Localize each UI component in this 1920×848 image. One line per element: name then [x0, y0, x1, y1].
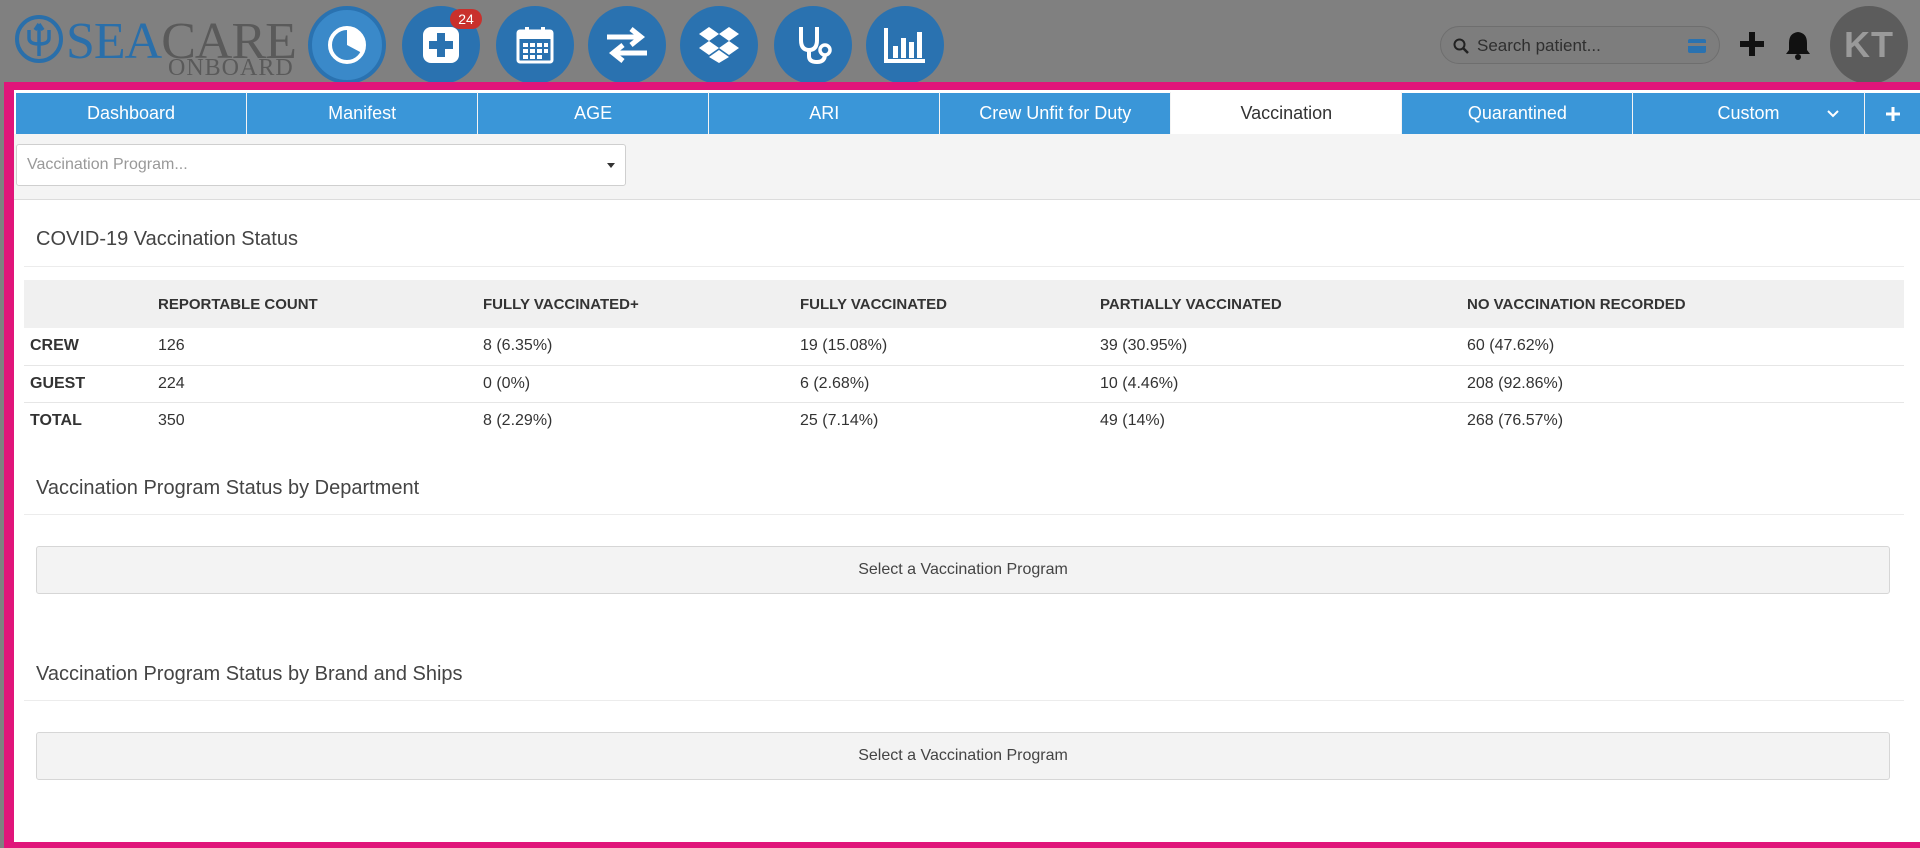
table-cell: 39 (30.95%) [1094, 328, 1461, 366]
divider [24, 514, 1904, 515]
tab-quarantined[interactable]: Quarantined [1402, 92, 1633, 134]
row-label: CREW [24, 328, 152, 366]
table-cell: 350 [158, 411, 185, 429]
tab-custom-label: Custom [1717, 103, 1780, 123]
row-label: TOTAL [30, 411, 82, 429]
column-header [24, 280, 152, 328]
plus-icon [1740, 32, 1764, 56]
plus-icon [1886, 106, 1901, 121]
filter-bar: Vaccination Program... [14, 134, 1920, 200]
seacare-logo[interactable]: SEACARE ONBOARD [14, 10, 297, 80]
dropbox-button[interactable] [680, 6, 758, 84]
table-cell: 60 (47.62%) [1461, 328, 1904, 366]
table-cell: 126 [152, 328, 477, 366]
logo-onboard-text: ONBOARD [168, 55, 294, 81]
brand-placeholder: Select a Vaccination Program [36, 732, 1890, 780]
table-cell: 10 (4.46%) [1094, 365, 1461, 403]
dropbox-icon [699, 27, 739, 63]
table-cell: 19 (15.08%) [794, 328, 1094, 366]
tab-bar: Dashboard Manifest AGE ARI Crew Unfit fo… [16, 92, 1920, 134]
tab-age[interactable]: AGE [478, 92, 709, 134]
notification-badge: 24 [450, 9, 482, 29]
table-cell: 25 (7.14%) [800, 411, 879, 429]
caret-down-icon [607, 163, 615, 168]
search-input[interactable] [1477, 34, 1677, 58]
tab-vaccination[interactable]: Vaccination [1171, 92, 1402, 134]
notifications-button[interactable] [1784, 30, 1812, 65]
select-placeholder: Vaccination Program... [27, 156, 188, 173]
column-header: PARTIALLY VACCINATED [1094, 280, 1461, 328]
vaccination-program-select[interactable]: Vaccination Program... [16, 144, 626, 186]
patient-search[interactable] [1440, 26, 1720, 64]
table-cell: 6 (2.68%) [794, 365, 1094, 403]
bell-icon [1786, 32, 1810, 60]
table-cell: 49 (14%) [1100, 411, 1165, 429]
stethoscope-button[interactable] [774, 6, 852, 84]
bar-chart-button[interactable] [866, 6, 944, 84]
table-row: CREW 126 8 (6.35%) 19 (15.08%) 39 (30.95… [24, 328, 1904, 366]
tab-dashboard[interactable]: Dashboard [16, 92, 247, 134]
medical-cross-button[interactable]: 24 [402, 6, 482, 84]
add-tab-button[interactable] [1864, 92, 1920, 134]
tab-custom[interactable]: Custom [1633, 92, 1864, 134]
covid-section-title: COVID-19 Vaccination Status [36, 228, 298, 250]
logo-care-text: CARE [161, 13, 297, 70]
table-row: TOTAL 350 8 (2.29%) 25 (7.14%) 49 (14%) … [24, 402, 1904, 439]
top-bar: SEACARE ONBOARD 24 [0, 0, 1920, 84]
brand-section-title: Vaccination Program Status by Brand and … [36, 663, 463, 685]
column-header: FULLY VACCINATED+ [477, 280, 794, 328]
table-cell: 8 (2.29%) [483, 411, 553, 429]
table-cell: 208 (92.86%) [1461, 365, 1904, 403]
covid-vaccination-table: REPORTABLE COUNT FULLY VACCINATED+ FULLY… [24, 280, 1904, 439]
row-label: GUEST [24, 365, 152, 403]
transfer-arrows-button[interactable] [588, 6, 666, 84]
column-header: NO VACCINATION RECORDED [1461, 280, 1904, 328]
department-placeholder: Select a Vaccination Program [36, 546, 1890, 594]
bar-chart-icon [884, 28, 925, 63]
id-card-icon[interactable] [1687, 38, 1707, 54]
table-row: GUEST 224 0 (0%) 6 (2.68%) 10 (4.46%) 20… [24, 365, 1904, 403]
search-icon [1453, 38, 1469, 54]
dashboard-pie-icon [328, 26, 366, 64]
divider [24, 700, 1904, 701]
table-cell: 268 (76.57%) [1467, 411, 1564, 429]
tab-manifest[interactable]: Manifest [247, 92, 478, 134]
logo-sea-text: SEA [66, 13, 162, 70]
trident-icon [15, 15, 63, 63]
vaccination-panel: Dashboard Manifest AGE ARI Crew Unfit fo… [4, 82, 1920, 848]
calendar-button[interactable] [496, 6, 574, 84]
medical-cross-icon [423, 27, 459, 63]
table-cell: 224 [152, 365, 477, 403]
tab-crew-unfit-for-duty[interactable]: Crew Unfit for Duty [940, 92, 1171, 134]
user-avatar[interactable]: KT [1830, 6, 1908, 84]
column-header: FULLY VACCINATED [794, 280, 1094, 328]
department-section-title: Vaccination Program Status by Department [36, 477, 420, 499]
chevron-down-icon [1826, 110, 1839, 118]
dashboard-pie-button[interactable] [308, 6, 386, 84]
column-header: REPORTABLE COUNT [152, 280, 477, 328]
divider [24, 266, 1904, 267]
table-cell: 0 (0%) [477, 365, 794, 403]
calendar-icon [516, 27, 554, 64]
tab-ari[interactable]: ARI [709, 92, 940, 134]
transfer-arrows-icon [607, 27, 647, 63]
table-cell: 8 (6.35%) [477, 328, 794, 366]
add-button[interactable] [1738, 30, 1766, 63]
stethoscope-icon [799, 27, 832, 65]
table-header-row: REPORTABLE COUNT FULLY VACCINATED+ FULLY… [24, 280, 1904, 328]
